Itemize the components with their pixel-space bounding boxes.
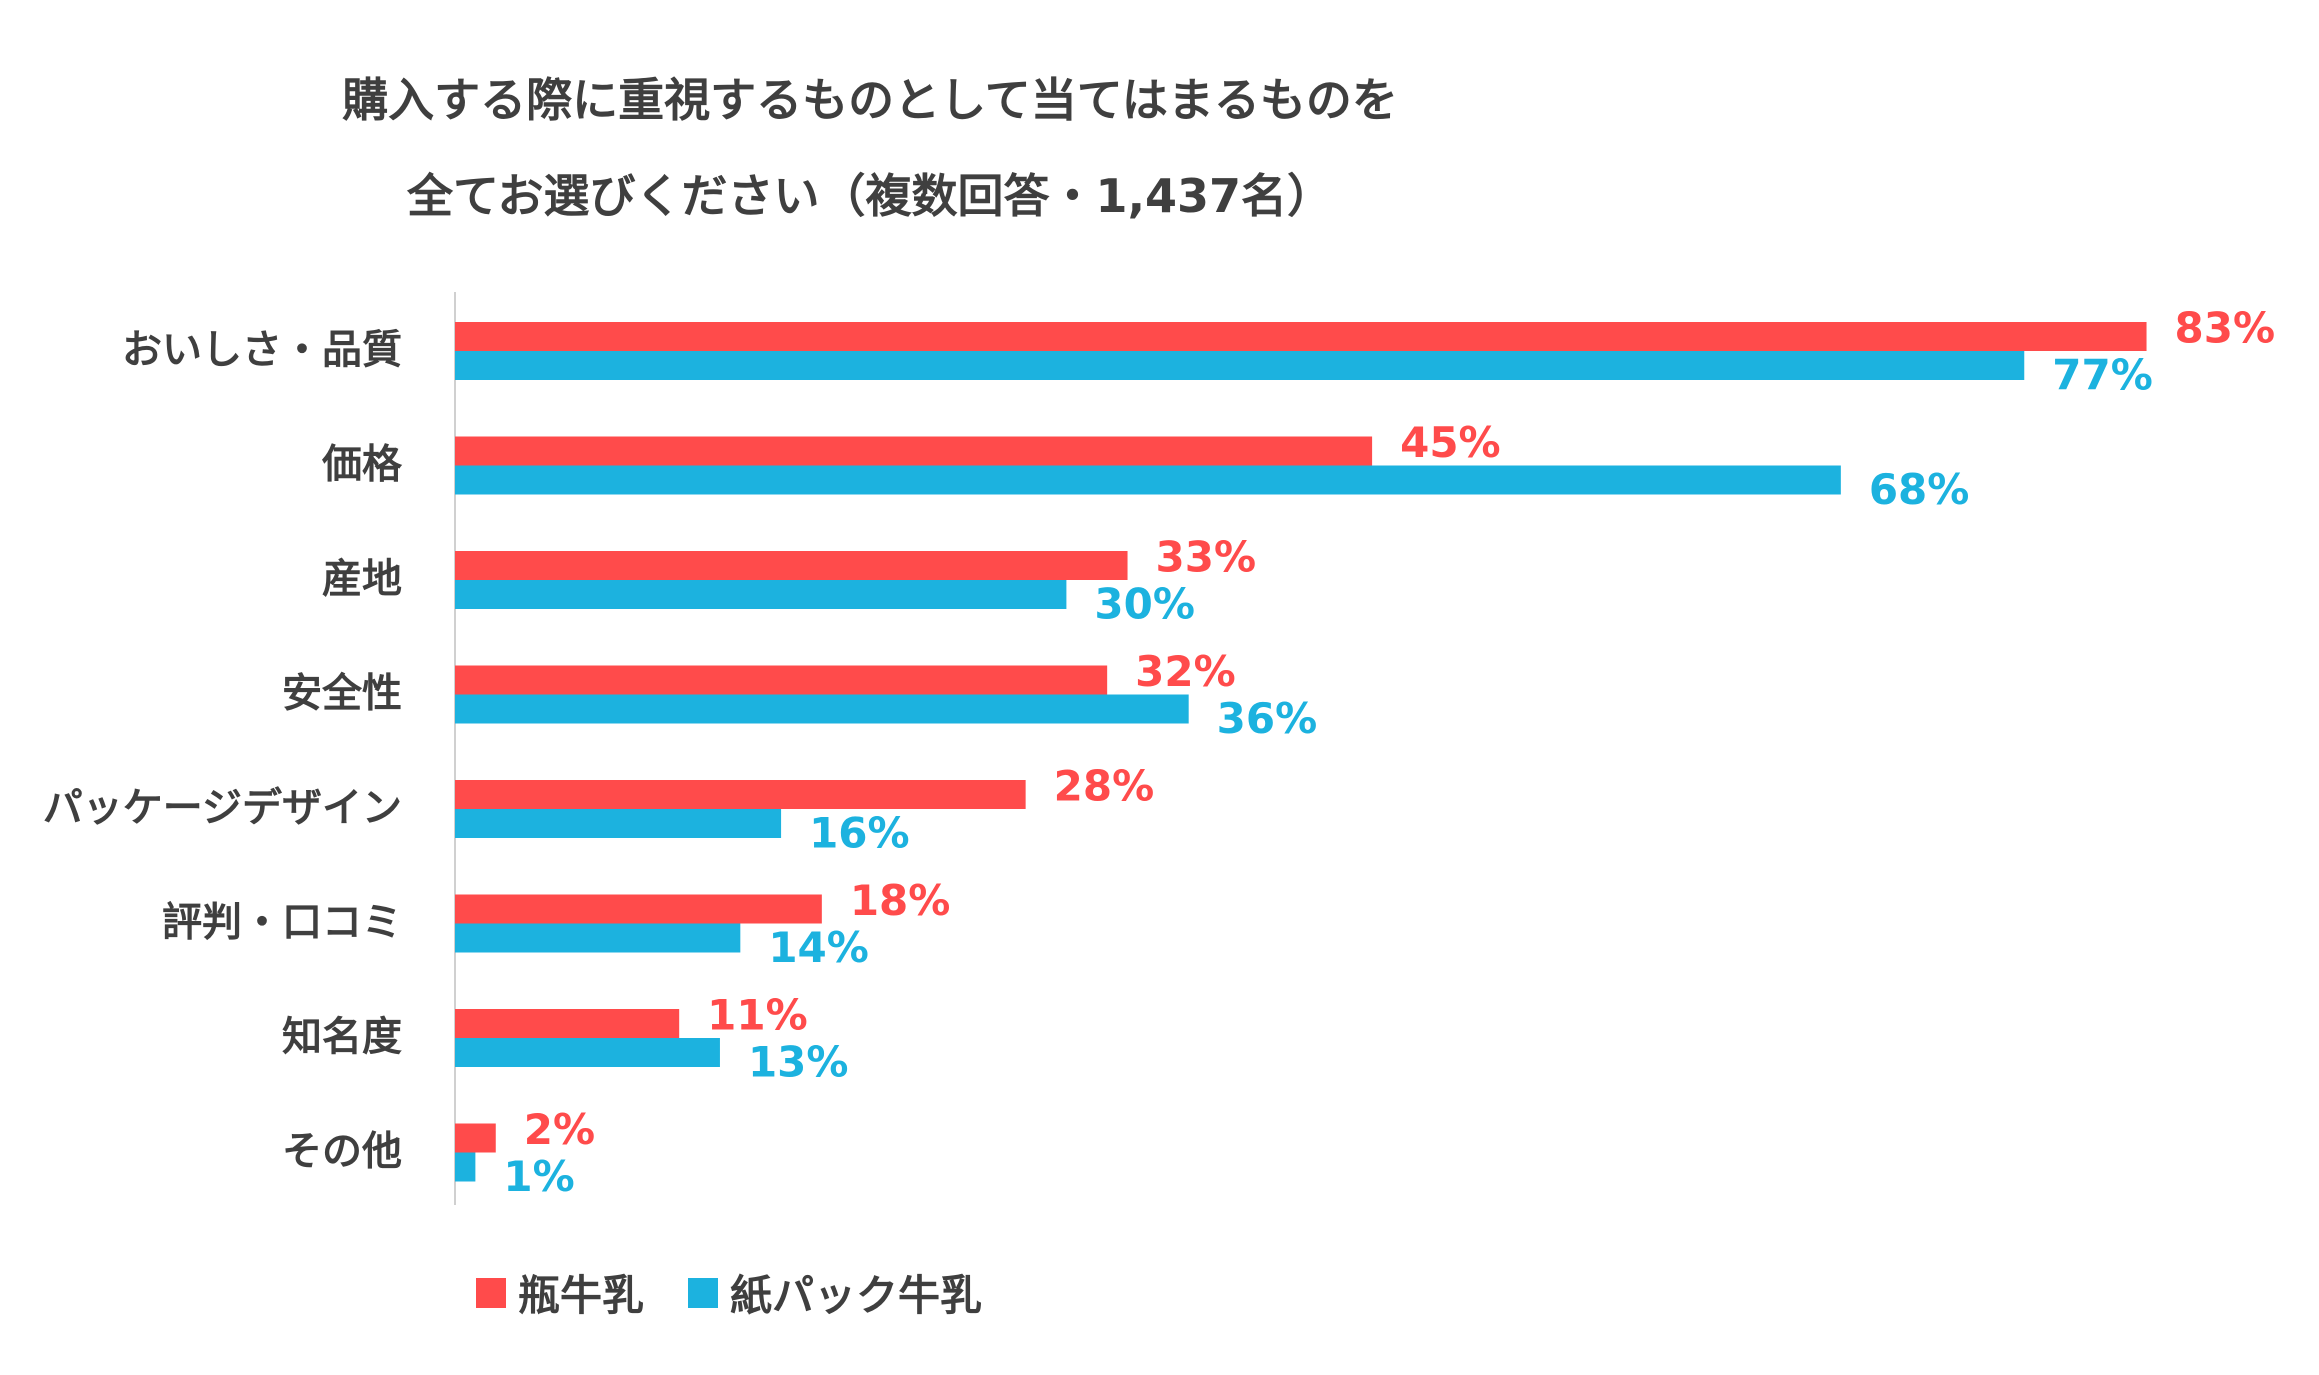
data-label-bottle: 2% — [524, 1105, 595, 1154]
category-label: その他 — [282, 1129, 402, 1175]
bar-paper — [455, 580, 1067, 609]
data-label-paper: 68% — [1869, 465, 1970, 514]
category-label: パッケージデザイン — [43, 785, 402, 831]
bar-paper — [455, 351, 2025, 380]
bar-bottle — [455, 322, 2147, 351]
bar-paper — [455, 809, 782, 838]
bar-bottle — [455, 665, 1108, 695]
bar-bottle — [455, 894, 822, 924]
legend-swatch-bottle — [475, 1277, 506, 1308]
bar-bottle — [455, 1123, 496, 1153]
data-label-bottle: 18% — [850, 876, 951, 925]
category-label: 価格 — [321, 442, 403, 488]
bar-paper — [455, 465, 1841, 495]
data-label-paper: 77% — [2052, 351, 2153, 400]
legend: 瓶牛乳 紙パック牛乳 — [0, 1262, 1458, 1323]
data-label-paper: 36% — [1217, 694, 1318, 743]
legend-label-paper: 紙パック牛乳 — [730, 1271, 983, 1320]
category-label: 産地 — [322, 556, 402, 602]
bar-bottle — [455, 436, 1373, 466]
category-label: 知名度 — [282, 1014, 402, 1060]
legend-item-paper: 紙パック牛乳 — [688, 1262, 982, 1323]
category-label: おいしさ・品質 — [122, 327, 402, 373]
data-label-bottle: 33% — [1156, 533, 1257, 582]
bar-paper — [455, 694, 1189, 724]
bar-paper — [455, 1038, 720, 1067]
data-label-paper: 30% — [1094, 580, 1195, 629]
bar-bottle — [455, 1009, 680, 1038]
data-label-bottle: 45% — [1400, 418, 1501, 467]
data-label-paper: 16% — [809, 809, 910, 858]
data-label-bottle: 32% — [1135, 647, 1236, 696]
bar-paper — [455, 1152, 476, 1182]
legend-swatch-paper — [688, 1277, 718, 1308]
data-label-bottle: 28% — [1054, 762, 1155, 811]
category-label: 評判・口コミ — [162, 900, 402, 946]
chart-title-line-1: 購入する際に重視するものとして当てはまるものを — [342, 73, 1398, 127]
legend-label-bottle: 瓶牛乳 — [517, 1271, 644, 1320]
bar-chart: おいしさ・品質 83% 77% 価格 45% 68% 産地 33%30% 安全性 32%36% パッ… — [43, 292, 2276, 1205]
bar-paper — [455, 923, 741, 953]
bar-bottle — [455, 551, 1128, 580]
data-label-paper: 14% — [768, 923, 869, 972]
data-label-paper: 13% — [748, 1038, 849, 1087]
chart-title-line-2: 全てお選びください（複数回答・1,437名） — [406, 169, 1334, 223]
category-label: 安全性 — [282, 671, 402, 717]
legend-item-bottle: 瓶牛乳 — [475, 1262, 644, 1323]
bar-bottle — [455, 780, 1026, 809]
data-label-bottle: 83% — [2175, 304, 2276, 353]
data-label-paper: 1% — [503, 1152, 574, 1201]
chart-title: 購入する際に重視するものとして当てはまるものを 全てお選びください（複数回答・1… — [0, 52, 1740, 244]
data-label-bottle: 11% — [707, 991, 808, 1040]
